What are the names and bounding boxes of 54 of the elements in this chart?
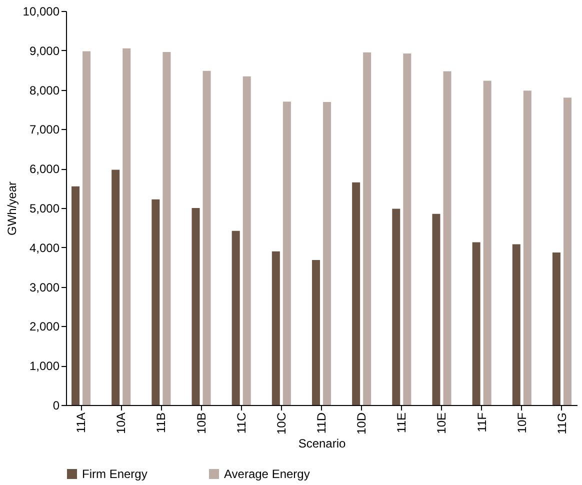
bar [242, 76, 251, 405]
y-tick-label: 9,000 [29, 44, 60, 58]
bar [392, 208, 400, 405]
x-tick-label: 10D [354, 412, 369, 435]
legend-label: Firm Energy [82, 467, 148, 481]
x-tick-label: 11A [74, 412, 88, 433]
x-tick-label: 10E [434, 412, 449, 434]
bar [472, 242, 480, 405]
x-tick-label: 11D [314, 412, 328, 434]
y-tick-label: 10,000 [22, 4, 60, 18]
x-tick-label: 11G [554, 412, 569, 434]
x-tick-label: 10A [114, 412, 128, 434]
y-tick-label: 1,000 [29, 359, 60, 374]
bar [202, 70, 211, 405]
y-axis-title: GWh/year [4, 181, 19, 236]
bar [272, 251, 280, 405]
bar [82, 51, 91, 405]
bar [152, 199, 160, 405]
x-tick-label: 10F [514, 412, 529, 434]
y-tick-label: 5,000 [29, 202, 60, 216]
y-tick-label: 8,000 [29, 83, 60, 98]
legend-label: Average Energy [224, 467, 310, 481]
y-tick-label: 4,000 [29, 240, 60, 255]
bar [162, 52, 171, 405]
bar [352, 182, 360, 405]
y-tick-label: 3,000 [29, 280, 60, 294]
x-tick-label: 10B [194, 412, 208, 434]
bar [192, 208, 200, 405]
bar [512, 244, 520, 405]
x-axis-title: Scenario [298, 436, 346, 451]
bar [443, 71, 452, 405]
bar [432, 214, 440, 405]
bar [483, 80, 492, 405]
bar [72, 186, 80, 405]
bar [552, 252, 560, 405]
y-tick-label: 2,000 [29, 320, 60, 334]
x-tick-label: 11E [394, 412, 409, 433]
bar [523, 90, 532, 405]
bar [312, 260, 320, 405]
y-tick-label: 0 [52, 398, 60, 412]
x-tick-label: 10C [274, 412, 288, 435]
x-tick-label: 11B [154, 412, 168, 433]
x-tick-label: 11C [234, 412, 248, 434]
bar [363, 52, 372, 405]
bar [403, 54, 412, 405]
y-tick-label: 6,000 [29, 162, 60, 176]
bar [232, 230, 240, 405]
x-tick-label: 11F [474, 412, 489, 432]
bar [122, 48, 131, 405]
y-tick-label: 7,000 [29, 122, 60, 137]
bar [282, 102, 291, 405]
bar [323, 102, 332, 405]
bar [563, 98, 572, 405]
bar [112, 170, 120, 405]
